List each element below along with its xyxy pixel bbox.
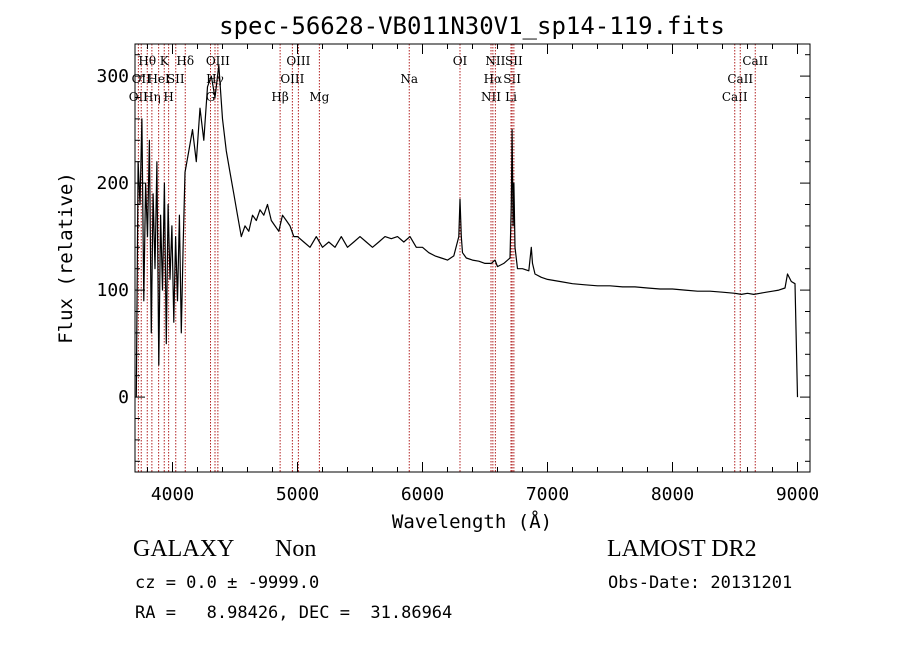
- line-label-2: Hθ: [138, 54, 156, 68]
- object-subclass: Non: [275, 536, 317, 562]
- line-label-19: Hα: [484, 72, 503, 86]
- chart-title: spec-56628-VB011N30V1_sp14-119.fits: [219, 12, 725, 40]
- y-tick-label: 100: [96, 280, 129, 301]
- line-label-25: CaII: [727, 72, 753, 86]
- survey-name: LAMOST DR2: [607, 536, 757, 562]
- emission-line-markers: OIIOIIHθHηHeIKHSIIHδGHγOIIIHβOIIIOIIIMgN…: [129, 44, 768, 472]
- line-label-6: H: [163, 90, 173, 104]
- line-label-17: OI: [453, 54, 468, 68]
- line-label-1: OII: [132, 72, 152, 86]
- line-label-5: K: [160, 54, 170, 68]
- line-label-24: CaII: [722, 90, 748, 104]
- x-tick-label: 9000: [776, 484, 819, 505]
- y-tick-label: 200: [96, 173, 129, 194]
- line-label-23: SII: [505, 54, 523, 68]
- line-label-8: Hδ: [176, 54, 194, 68]
- line-label-18: NII: [481, 90, 501, 104]
- x-tick-label: 5000: [276, 484, 319, 505]
- line-label-9: G: [206, 90, 216, 104]
- x-tick-label: 6000: [401, 484, 444, 505]
- y-tick-label: 0: [118, 387, 129, 408]
- line-label-15: Mg: [309, 90, 329, 104]
- ra-dec-coordinates: RA = 8.98426, DEC = 31.86964: [135, 603, 453, 623]
- y-axis-label: Flux (relative): [55, 172, 77, 344]
- line-label-11: OIII: [206, 54, 230, 68]
- line-label-12: Hβ: [271, 90, 288, 104]
- line-label-16: Na: [400, 72, 418, 86]
- line-label-14: OIII: [286, 54, 310, 68]
- x-axis-label: Wavelength (Å): [392, 510, 552, 533]
- line-label-26: CaII: [742, 54, 768, 68]
- observation-date: Obs-Date: 20131201: [608, 573, 793, 593]
- spectrum-line-0: [135, 64, 799, 398]
- plot-frame: [134, 43, 811, 473]
- y-tick-label: 300: [96, 66, 129, 87]
- line-label-7: SII: [167, 72, 185, 86]
- line-label-13: OIII: [280, 72, 304, 86]
- line-label-3: Hη: [143, 90, 161, 104]
- line-label-22: SII: [503, 72, 521, 86]
- x-tick-label: 8000: [651, 484, 694, 505]
- x-tick-label: 4000: [151, 484, 194, 505]
- spectrum-series: [135, 64, 799, 398]
- line-label-21: Li: [505, 90, 517, 104]
- x-tick-label: 7000: [526, 484, 569, 505]
- plot-axes: 4000 5000 6000 7000 8000 9000 0 100 200 300: [96, 43, 819, 505]
- line-label-20: NII: [485, 54, 505, 68]
- redshift-cz: cz = 0.0 ± -9999.0: [135, 573, 320, 593]
- object-type: GALAXY: [133, 536, 235, 562]
